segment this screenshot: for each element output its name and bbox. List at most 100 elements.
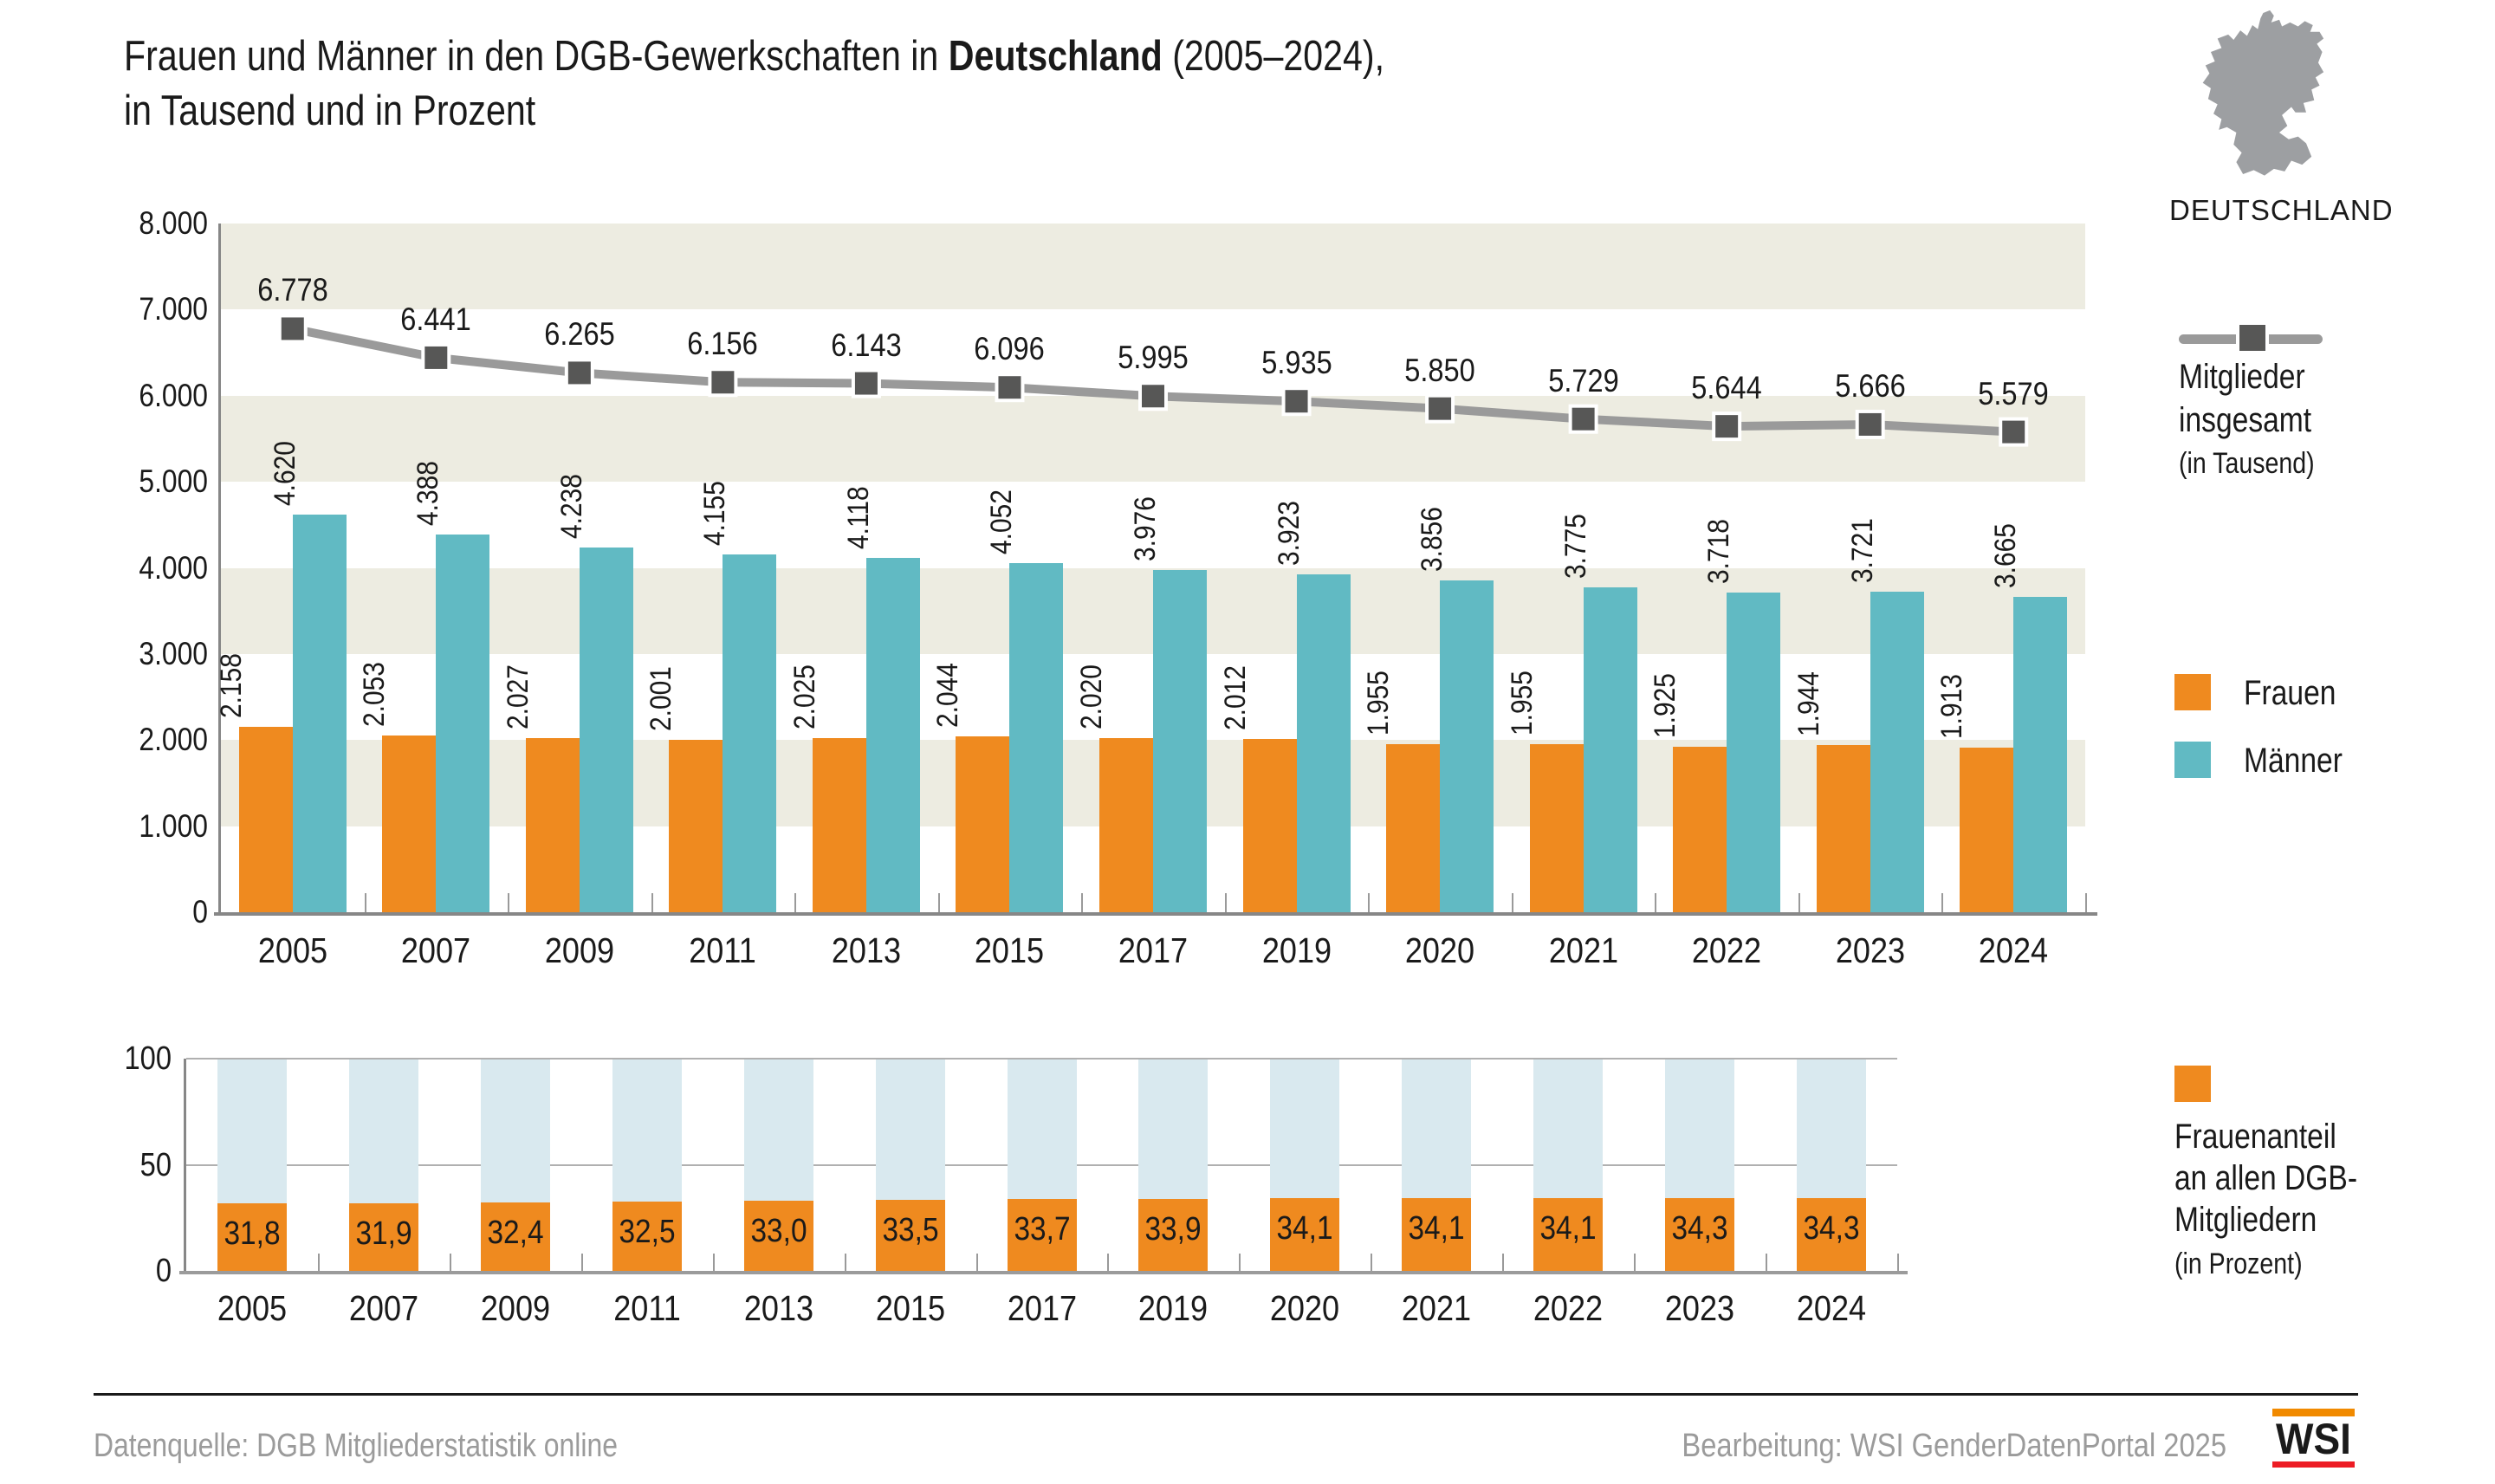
line-marker-2013 bbox=[851, 368, 881, 399]
page-title: Frauen und Männer in den DGB-Gewerkschaf… bbox=[124, 29, 1384, 139]
wsi-logo-text: WSI bbox=[2276, 1415, 2351, 1463]
share-label-2011: 32,5 bbox=[619, 1214, 676, 1251]
bar-label-maenner-2013: 4.118 bbox=[841, 486, 875, 549]
x-axis-tick bbox=[844, 1254, 846, 1271]
line-legend-label-2: insgesamt bbox=[2179, 401, 2312, 439]
footer-source: Datenquelle: DGB Mitgliederstatistik onl… bbox=[94, 1428, 619, 1464]
share-label-2022: 34,1 bbox=[1539, 1210, 1597, 1247]
bar-maenner-2020 bbox=[1440, 580, 1494, 912]
x-axis-tick bbox=[937, 893, 940, 912]
x-axis-label-2023: 2023 bbox=[1664, 1288, 1735, 1328]
line-marker-2009 bbox=[564, 358, 594, 388]
x-axis-line bbox=[214, 912, 2097, 916]
bar-label-frauen-2019: 2.012 bbox=[1218, 665, 1252, 731]
share-label-2017: 33,7 bbox=[1013, 1211, 1071, 1248]
maenner-legend-swatch bbox=[2174, 742, 2211, 778]
line-marker-2024 bbox=[1999, 417, 2029, 447]
share-label-2019: 33,9 bbox=[1144, 1210, 1202, 1247]
line-label-2019: 5.935 bbox=[1260, 345, 1332, 381]
bar-label-maenner-2021: 3.775 bbox=[1559, 513, 1592, 579]
x-axis-label-2005: 2005 bbox=[257, 930, 327, 970]
line-label-2024: 5.579 bbox=[1978, 375, 2049, 412]
bar-frauen-2022 bbox=[1673, 746, 1727, 912]
bar-maenner-2009 bbox=[579, 547, 633, 912]
share-legend-label-3: Mitgliedern bbox=[2174, 1201, 2317, 1239]
y-axis-label: 0 bbox=[192, 894, 208, 930]
bar-maenner-2011 bbox=[723, 554, 777, 912]
share-label-2009: 32,4 bbox=[487, 1214, 544, 1251]
y-axis-line bbox=[218, 224, 221, 916]
y-axis-label: 3.000 bbox=[139, 635, 208, 671]
x-axis-label-2020: 2020 bbox=[1270, 1288, 1340, 1328]
line-legend-label: Mitglieder insgesamt bbox=[2179, 355, 2311, 442]
x-axis-label-2013: 2013 bbox=[831, 930, 902, 970]
x-axis-tick bbox=[651, 893, 653, 912]
y-axis-label: 7.000 bbox=[139, 291, 208, 327]
bar-frauen-2024 bbox=[1960, 747, 2014, 912]
gridline-100 bbox=[186, 1058, 1897, 1060]
frauen-legend-swatch bbox=[2174, 674, 2211, 710]
y-axis-label: 6.000 bbox=[139, 377, 208, 413]
bar-maenner-2015 bbox=[1009, 563, 1064, 912]
x-axis-label-2017: 2017 bbox=[1007, 1288, 1077, 1328]
x-axis-tick bbox=[1766, 1254, 1768, 1271]
bar-label-frauen-2015: 2.044 bbox=[931, 662, 965, 728]
bar-frauen-2015 bbox=[956, 736, 1010, 912]
bar-frauen-2013 bbox=[812, 737, 866, 912]
bar-label-frauen-2020: 1.955 bbox=[1362, 670, 1396, 736]
bar-share-2019 bbox=[1138, 1198, 1209, 1271]
line-marker-2005 bbox=[277, 314, 308, 344]
x-axis-label-2009: 2009 bbox=[544, 930, 614, 970]
x-axis-label-2015: 2015 bbox=[875, 1288, 945, 1328]
bar-label-maenner-2009: 4.238 bbox=[554, 473, 588, 539]
y-axis-label: 2.000 bbox=[139, 722, 208, 758]
title-line1-pre: Frauen und Männer in den DGB-Gewerkschaf… bbox=[124, 33, 949, 80]
bar-label-maenner-2011: 4.155 bbox=[698, 481, 732, 547]
line-label-2005: 6.778 bbox=[257, 272, 328, 308]
line-marker-2015 bbox=[995, 373, 1025, 403]
x-axis-tick bbox=[1897, 1254, 1899, 1271]
y-axis-label: 5.000 bbox=[139, 463, 208, 500]
line-marker-2011 bbox=[708, 367, 738, 398]
bar-label-frauen-2005: 2.158 bbox=[214, 652, 248, 718]
plot-band bbox=[221, 482, 2085, 568]
members-chart-plot: 8.000 7.000 6.000 5.000 4.000 3.000 2.000 1.000… bbox=[139, 206, 2097, 969]
x-axis-tick bbox=[580, 1254, 583, 1271]
wsi-logo-red-bar bbox=[2272, 1461, 2355, 1468]
bar-frauen-2007 bbox=[382, 735, 437, 912]
bar-label-frauen-2023: 1.944 bbox=[1792, 671, 1825, 736]
line-marker-2019 bbox=[1281, 386, 1312, 417]
line-label-2013: 6.143 bbox=[831, 327, 902, 363]
share-legend-label: Frauenanteil an allen DGB- Mitgliedern bbox=[2174, 1116, 2357, 1241]
x-axis-tick bbox=[1239, 1254, 1241, 1271]
bar-maenner-2019 bbox=[1296, 574, 1351, 912]
share-legend-label-1: Frauenanteil bbox=[2174, 1118, 2336, 1156]
line-label-2009: 6.265 bbox=[544, 316, 615, 353]
bar-maenner-2017 bbox=[1153, 569, 1207, 912]
x-axis-tick bbox=[1081, 893, 1084, 912]
title-line1-bold: Deutschland bbox=[948, 33, 1163, 80]
x-axis-label-2013: 2013 bbox=[743, 1288, 813, 1328]
bar-label-frauen-2013: 2.025 bbox=[787, 664, 821, 729]
x-axis-tick bbox=[794, 893, 797, 912]
plot-band bbox=[221, 224, 2085, 310]
bar-label-maenner-2020: 3.856 bbox=[1416, 506, 1449, 572]
x-axis-label-2007: 2007 bbox=[348, 1288, 419, 1328]
bar-share-2021 bbox=[1402, 1198, 1472, 1271]
bar-frauen-2011 bbox=[669, 740, 723, 912]
bar-share-2013 bbox=[743, 1201, 813, 1271]
line-label-2015: 6.096 bbox=[974, 331, 1046, 367]
x-axis-label-2022: 2022 bbox=[1692, 930, 1762, 970]
x-axis-tick bbox=[2085, 893, 2087, 912]
region-label: DEUTSCHLAND bbox=[2169, 194, 2394, 226]
bar-label-maenner-2019: 3.923 bbox=[1272, 501, 1306, 567]
bar-label-frauen-2009: 2.027 bbox=[501, 664, 535, 729]
bar-maenner-2013 bbox=[865, 557, 920, 912]
line-label-2007: 6.441 bbox=[400, 301, 472, 337]
line-marker-2017 bbox=[1138, 381, 1168, 412]
title-line2: in Tausend und in Prozent bbox=[124, 87, 536, 134]
share-label-2023: 34,3 bbox=[1671, 1209, 1728, 1247]
x-axis-label-2019: 2019 bbox=[1138, 1288, 1209, 1328]
maenner-legend-label: Männer bbox=[2244, 742, 2343, 780]
x-axis-tick bbox=[508, 893, 510, 912]
